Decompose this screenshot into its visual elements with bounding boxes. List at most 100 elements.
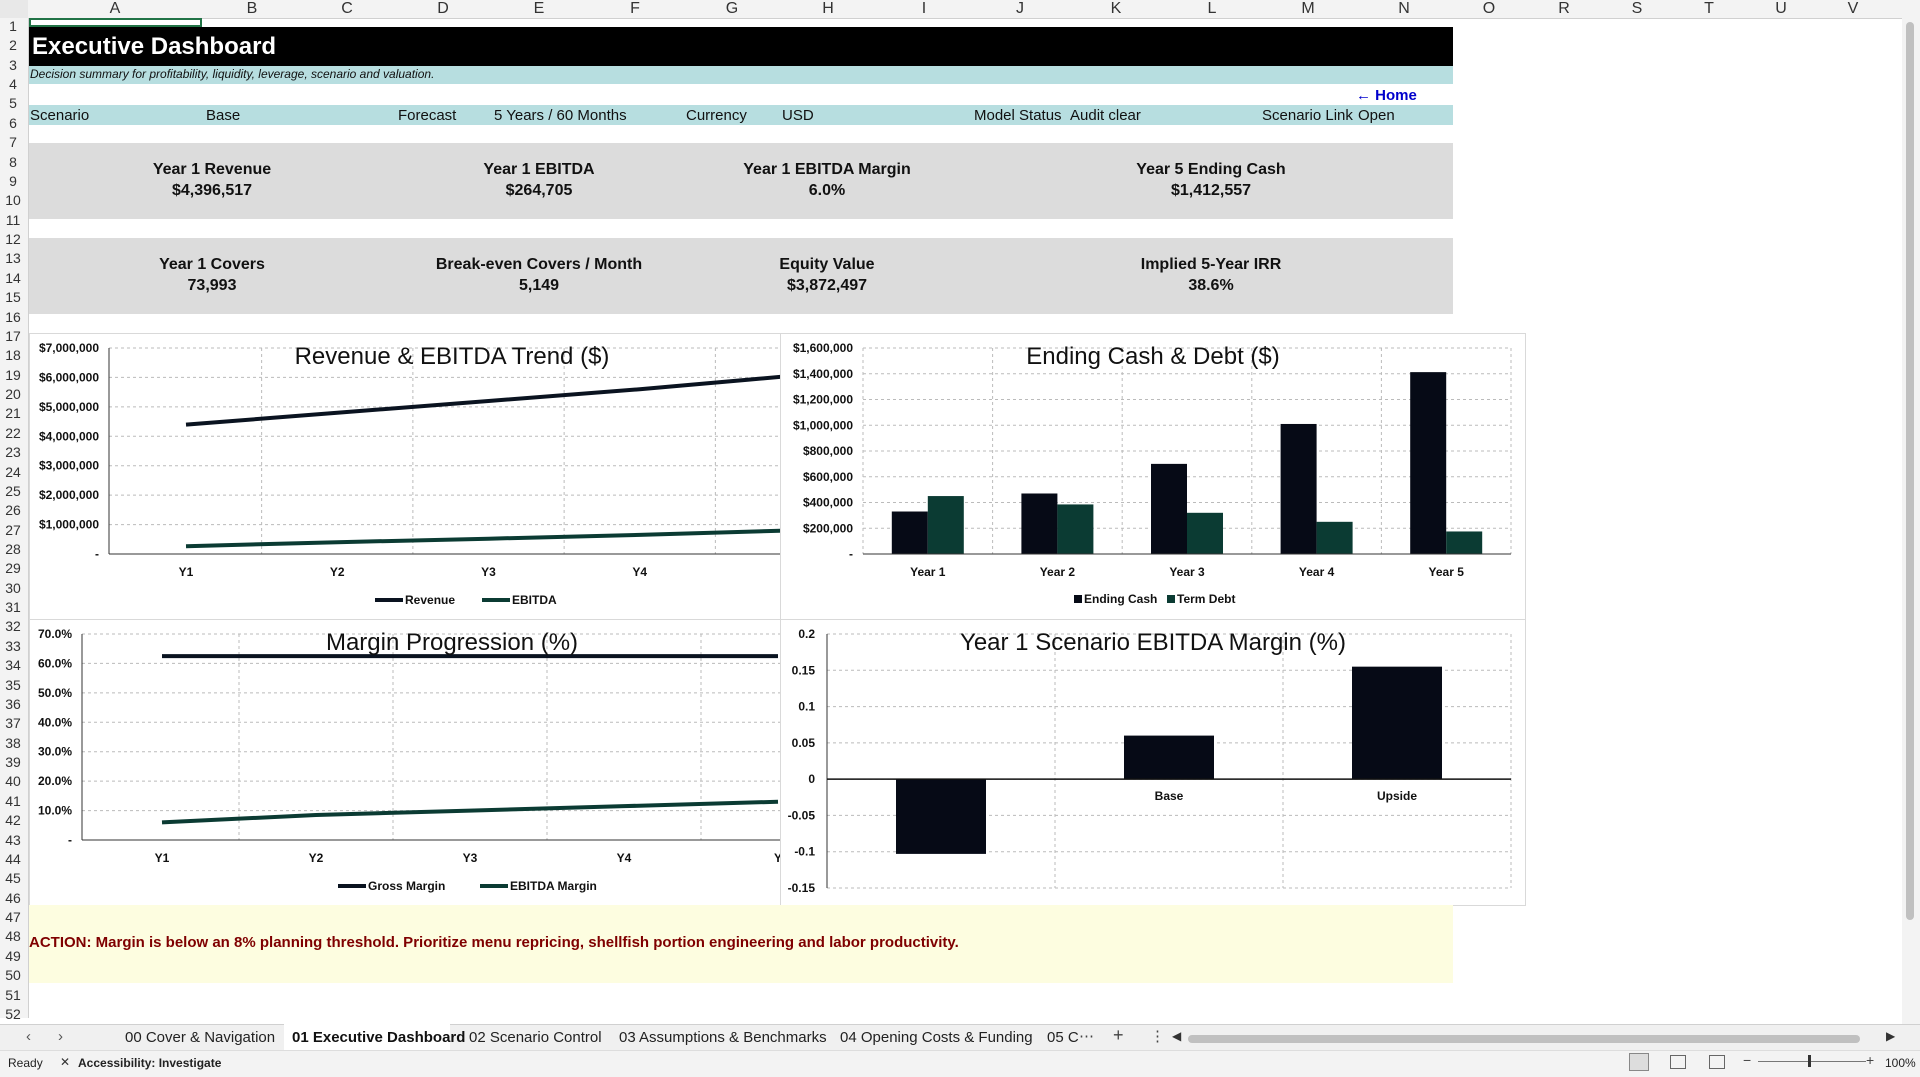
zoom-slider[interactable] — [1758, 1061, 1866, 1062]
page-layout-icon[interactable] — [1670, 1055, 1686, 1069]
zoom-level[interactable]: 100% — [1885, 1056, 1916, 1070]
row-number[interactable]: 21 — [5, 405, 21, 422]
normal-view-icon[interactable] — [1629, 1053, 1649, 1071]
column-letter[interactable]: J — [1016, 0, 1024, 17]
row-number[interactable]: 38 — [5, 734, 21, 751]
row-number[interactable]: 50 — [5, 967, 21, 984]
selected-cell-a1[interactable] — [29, 18, 202, 27]
column-letter[interactable]: L — [1207, 0, 1217, 17]
tab-scenario-control[interactable]: 02 Scenario Control — [469, 1029, 602, 1046]
row-number[interactable]: 6 — [9, 114, 17, 131]
more-tabs-icon[interactable]: ⋯ — [1079, 1028, 1094, 1045]
row-number[interactable]: 11 — [5, 211, 21, 228]
column-letter[interactable]: K — [1110, 0, 1122, 17]
sheet-options-icon[interactable]: ⋮ — [1150, 1028, 1165, 1045]
row-number[interactable]: 23 — [5, 444, 21, 461]
row-number[interactable]: 4 — [9, 76, 17, 93]
row-number[interactable]: 16 — [5, 308, 21, 325]
row-number[interactable]: 14 — [5, 269, 21, 286]
row-number[interactable]: 9 — [9, 172, 17, 189]
column-letter[interactable]: H — [822, 0, 834, 17]
row-number[interactable]: 13 — [5, 250, 21, 267]
row-number[interactable]: 41 — [5, 792, 21, 809]
row-number[interactable]: 3 — [9, 56, 17, 73]
column-letter[interactable]: F — [630, 0, 640, 17]
margin-progression-chart[interactable]: - 10.0% 20.0% 30.0% 40.0% 50.0% 60.0% 70.0% Y1 Y2… — [29, 619, 856, 906]
row-number[interactable]: 46 — [5, 889, 21, 906]
row-number[interactable]: 15 — [5, 289, 21, 306]
row-number[interactable]: 22 — [5, 424, 21, 441]
row-number[interactable]: 27 — [5, 521, 21, 538]
tab-scroll-right-icon[interactable]: › — [58, 1028, 63, 1045]
zoom-in-icon[interactable]: + — [1866, 1052, 1875, 1068]
row-number[interactable]: 52 — [5, 1005, 21, 1022]
row-number[interactable]: 10 — [5, 192, 21, 209]
column-letter[interactable]: C — [341, 0, 353, 17]
tab-truncated[interactable]: 05 C — [1047, 1029, 1079, 1046]
column-letter[interactable]: T — [1704, 0, 1714, 17]
accessibility-status[interactable]: Accessibility: Investigate — [78, 1056, 222, 1070]
page-break-icon[interactable] — [1709, 1055, 1725, 1069]
column-letter[interactable]: B — [246, 0, 258, 17]
hscroll-left-icon[interactable]: ◀ — [1172, 1029, 1182, 1043]
column-letter[interactable]: N — [1398, 0, 1410, 17]
vertical-scroll-thumb[interactable] — [1906, 22, 1914, 920]
row-number[interactable]: 39 — [5, 754, 21, 771]
column-letter[interactable]: S — [1631, 0, 1643, 17]
row-number[interactable]: 8 — [9, 153, 17, 170]
row-number[interactable]: 30 — [5, 579, 21, 596]
select-all-corner[interactable] — [0, 0, 28, 18]
row-number[interactable]: 44 — [5, 850, 21, 867]
column-letter[interactable]: M — [1301, 0, 1315, 17]
tab-cover-navigation[interactable]: 00 Cover & Navigation — [125, 1029, 276, 1046]
row-number[interactable]: 12 — [5, 231, 21, 248]
row-number[interactable]: 32 — [5, 618, 21, 635]
tab-opening-costs-funding[interactable]: 04 Opening Costs & Funding — [840, 1029, 1033, 1046]
row-number[interactable]: 7 — [9, 134, 17, 151]
row-number[interactable]: 37 — [5, 715, 21, 732]
home-link[interactable]: ← Home — [1356, 87, 1417, 104]
column-letter[interactable]: V — [1847, 0, 1859, 17]
column-letter[interactable]: I — [921, 0, 927, 17]
revenue-ebitda-chart[interactable]: - $1,000,000 $2,000,000 $3,000,000 $4,000,00… — [29, 333, 868, 620]
row-number[interactable]: 42 — [5, 812, 21, 829]
column-letter[interactable]: G — [725, 0, 739, 17]
row-number[interactable]: 49 — [5, 947, 21, 964]
row-number[interactable]: 47 — [5, 909, 21, 926]
row-number[interactable]: 18 — [5, 347, 21, 364]
column-letter[interactable]: U — [1775, 0, 1787, 17]
zoom-out-icon[interactable]: − — [1743, 1052, 1752, 1068]
row-number[interactable]: 28 — [5, 540, 21, 557]
row-number[interactable]: 51 — [5, 986, 21, 1003]
row-number[interactable]: 35 — [5, 676, 21, 693]
cash-debt-chart[interactable]: - $200,000 $400,000 $600,000 $800,000 $1,000,… — [780, 333, 1526, 620]
row-number[interactable]: 5 — [9, 95, 17, 112]
scenario-link-value[interactable]: Open — [1358, 107, 1395, 124]
row-number[interactable]: 1 — [9, 18, 17, 34]
column-letter[interactable]: E — [533, 0, 545, 17]
hscroll-right-icon[interactable]: ▶ — [1886, 1029, 1896, 1043]
row-number[interactable]: 25 — [5, 482, 21, 499]
row-number[interactable]: 24 — [5, 463, 21, 480]
row-number[interactable]: 36 — [5, 695, 21, 712]
row-number[interactable]: 33 — [5, 637, 21, 654]
row-number[interactable]: 26 — [5, 502, 21, 519]
row-number[interactable]: 31 — [5, 599, 21, 616]
column-letter[interactable]: D — [437, 0, 449, 17]
column-letter[interactable]: A — [109, 0, 121, 17]
horizontal-scroll-thumb[interactable] — [1188, 1035, 1860, 1043]
row-number[interactable]: 45 — [5, 870, 21, 887]
row-number[interactable]: 17 — [5, 327, 21, 344]
column-letter[interactable]: O — [1482, 0, 1496, 17]
row-number[interactable]: 20 — [5, 386, 21, 403]
scenario-margin-chart[interactable]: -0.15 -0.1 -0.05 0 0.05 0.1 0.15 0.2 Base Upside Y… — [780, 619, 1526, 906]
row-number[interactable]: 29 — [5, 560, 21, 577]
row-number[interactable]: 2 — [9, 37, 17, 54]
add-sheet-icon[interactable]: + — [1113, 1025, 1124, 1045]
row-number[interactable]: 48 — [5, 928, 21, 945]
tab-assumptions-benchmarks[interactable]: 03 Assumptions & Benchmarks — [619, 1029, 827, 1046]
tab-scroll-left-icon[interactable]: ‹ — [26, 1028, 31, 1045]
row-number[interactable]: 19 — [5, 366, 21, 383]
row-number[interactable]: 34 — [5, 657, 21, 674]
column-letter[interactable]: R — [1558, 0, 1570, 17]
